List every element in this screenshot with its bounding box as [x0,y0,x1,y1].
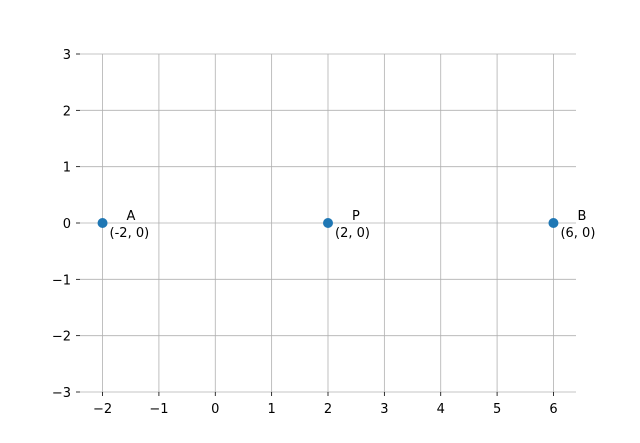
point-p-coords: (2, 0) [335,226,370,241]
x-tick-label: 5 [493,402,501,417]
point-a [97,218,108,228]
y-tick-label: 1 [63,161,71,176]
x-tick-label: 4 [437,402,445,417]
axis-ticks: −2 −1 0 1 2 3 4 5 6 −3 −2 −1 0 1 2 3 [52,48,558,417]
point-b [548,218,559,228]
y-tick-label: 0 [63,217,71,232]
point-b-name: B [577,209,586,224]
x-tick-label: 1 [267,402,275,417]
x-tick-label: 6 [549,402,557,417]
y-tick-label: −2 [52,330,71,345]
x-tick-label: −1 [149,402,168,417]
point-p-name: P [352,209,360,224]
y-tick-label: 2 [63,104,71,119]
point-a-name: A [127,209,136,224]
point-p [323,218,333,228]
y-tick-label: −1 [52,273,71,288]
data-points: A (-2, 0) P (2, 0) B (6, 0) [97,209,595,241]
y-tick-label: −3 [52,386,71,401]
point-a-coords: (-2, 0) [110,226,150,241]
x-tick-label: 0 [211,402,219,417]
y-tick-label: 3 [63,48,71,63]
x-tick-label: 3 [380,402,388,417]
x-tick-label: 2 [324,402,332,417]
point-b-coords: (6, 0) [560,226,595,241]
x-tick-label: −2 [93,402,112,417]
